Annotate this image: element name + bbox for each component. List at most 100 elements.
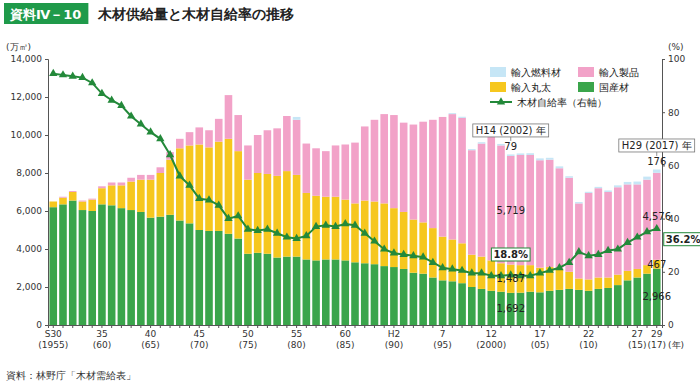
tick-label-line: (05) (531, 340, 549, 350)
marker (361, 228, 369, 235)
marker (244, 224, 252, 231)
tick (578, 325, 579, 328)
bar (585, 193, 593, 279)
bar (536, 160, 544, 267)
tick-mark (170, 325, 171, 328)
bar (536, 268, 544, 293)
tick (462, 325, 463, 328)
bar (98, 186, 106, 188)
bar (341, 144, 349, 145)
tick-label-line: 50 (242, 329, 254, 339)
tick-mark (393, 325, 394, 328)
tick (325, 325, 326, 328)
tick: 40(65) (141, 325, 159, 350)
bar (225, 95, 233, 96)
legend-label: 輸入製品 (599, 67, 639, 78)
marker (487, 271, 495, 278)
bar (371, 202, 379, 265)
marker (234, 211, 242, 218)
bar (118, 182, 126, 183)
tick-mark (160, 325, 161, 328)
marker (176, 171, 184, 178)
bar (244, 145, 252, 146)
bar (108, 182, 116, 183)
tick: 50(75) (239, 325, 257, 350)
bar (69, 191, 77, 192)
tick-mark (179, 325, 180, 328)
tick (549, 325, 550, 328)
tick-mark (364, 325, 365, 328)
bar (633, 269, 641, 278)
bar (556, 269, 564, 290)
bar (225, 234, 233, 325)
bar (312, 148, 320, 149)
data-label: 176 (647, 156, 666, 167)
tick-mark (62, 325, 63, 328)
tick (179, 325, 180, 328)
bar (595, 187, 603, 188)
tick-mark (520, 325, 521, 328)
bar (244, 180, 252, 254)
tick (647, 325, 648, 328)
bar (273, 128, 281, 129)
tick (510, 325, 511, 328)
tick-mark (277, 325, 278, 328)
bar (322, 197, 330, 260)
tick: 17(05) (531, 325, 549, 350)
x-axis-title: (年) (668, 340, 684, 350)
marker (283, 232, 291, 239)
bar (633, 184, 641, 269)
bar (79, 202, 87, 211)
tick-mark (413, 325, 414, 328)
bar (439, 117, 447, 237)
tick (218, 325, 219, 328)
bar (439, 280, 447, 325)
bar (273, 176, 281, 258)
bar (127, 210, 135, 325)
bar (59, 204, 67, 325)
y-axis: 02,0004,0006,0008,00010,00012,00014,000 (11, 54, 49, 330)
tick (306, 325, 307, 328)
marker (117, 101, 125, 108)
marker (331, 222, 339, 229)
bar (449, 114, 457, 239)
tick (257, 325, 258, 328)
legend-marker (497, 97, 505, 104)
tick (131, 325, 132, 328)
bar (69, 191, 77, 193)
tick-mark (189, 325, 190, 328)
tick-mark (45, 325, 48, 326)
bar (234, 115, 242, 151)
data-label-box (664, 233, 700, 246)
bar (380, 266, 388, 325)
tick-label: 55(80) (287, 329, 305, 349)
tick-label-line: 27 (632, 329, 643, 339)
marker (195, 194, 203, 201)
bar (283, 116, 291, 117)
bar (186, 223, 194, 325)
tick-label: S30(1955) (38, 329, 68, 349)
marker (215, 200, 223, 207)
tick (413, 325, 414, 328)
bar (157, 167, 165, 168)
tick-mark (530, 325, 531, 328)
bar (546, 160, 554, 267)
annotation-pointer (510, 137, 511, 141)
bar (419, 222, 427, 273)
bar (380, 114, 388, 203)
tick-label-line: 55 (291, 329, 302, 339)
marker (185, 181, 193, 188)
bar (283, 171, 291, 257)
bar (419, 121, 427, 122)
bar (312, 196, 320, 261)
marker (351, 220, 359, 227)
tick-mark (355, 325, 356, 328)
tick-mark (491, 325, 492, 328)
tick-label-line: 35 (96, 329, 107, 339)
bar (390, 208, 398, 267)
tick: 8,000 (16, 168, 48, 178)
bar (205, 130, 213, 147)
tick-label-line: H2 (388, 329, 401, 339)
tick (316, 325, 317, 328)
legend-item: 輸入丸太 (490, 82, 551, 93)
